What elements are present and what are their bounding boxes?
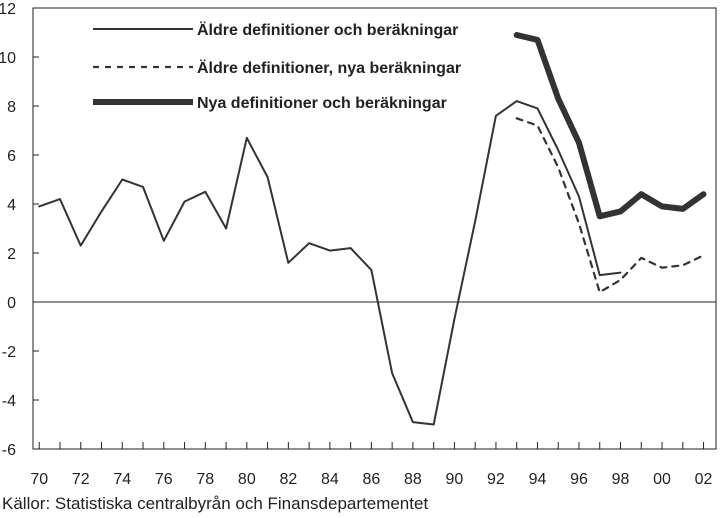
x-tick-label: 74: [113, 471, 131, 488]
x-tick-label: 02: [695, 471, 713, 488]
x-tick-label: 80: [238, 471, 256, 488]
x-tick-label: 70: [30, 471, 48, 488]
legend-label-1: Äldre definitioner och beräkningar: [197, 21, 458, 39]
x-tick-label: 82: [279, 471, 297, 488]
y-tick-label: -2: [2, 344, 16, 361]
x-tick-label: 00: [653, 471, 671, 488]
x-tick-label: 90: [446, 471, 464, 488]
x-tick-label: 72: [72, 471, 90, 488]
plot-frame: [32, 7, 717, 450]
x-tick-label: 86: [362, 471, 380, 488]
y-tick-label: 12: [0, 1, 16, 18]
x-tick-label: 88: [404, 471, 422, 488]
x-tick-label: 98: [612, 471, 630, 488]
source-note: Källor: Statistiska centralbyrån och Fin…: [2, 494, 429, 513]
x-tick-label: 76: [155, 471, 173, 488]
x-tick-label: 94: [529, 471, 547, 488]
x-tick-label: 96: [570, 471, 588, 488]
series-line-1: [38, 100, 622, 426]
x-tick-label: 84: [321, 471, 339, 488]
y-tick-label: -6: [2, 442, 16, 459]
y-tick-label: 0: [7, 295, 16, 312]
series-line-2: [515, 117, 705, 294]
series-line-3: [513, 32, 707, 220]
y-tick-label: 2: [7, 246, 16, 263]
x-tick-label: 92: [487, 471, 505, 488]
y-tick-label: 6: [7, 148, 16, 165]
legend-label-3: Nya definitioner och beräkningar: [197, 95, 447, 112]
legend-label-2: Äldre definitioner, nya beräkningar: [197, 59, 461, 77]
y-tick-label: 8: [7, 99, 16, 116]
y-tick-label: 4: [7, 197, 16, 214]
y-tick-label: 10: [0, 50, 16, 67]
y-tick-label: -4: [2, 393, 16, 410]
x-tick-label: 78: [196, 471, 214, 488]
